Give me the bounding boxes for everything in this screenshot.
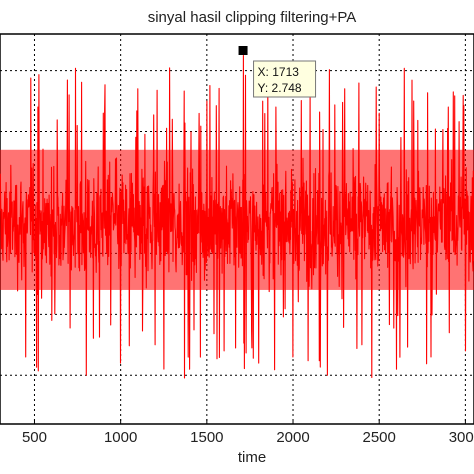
data-tip[interactable]: X: 1713 Y: 2.748 [238,46,317,98]
data-tip-box [253,60,317,98]
data-tip-y-label: Y: 2.748 [258,81,302,95]
signal-core-band [0,149,474,290]
x-tick-label: 2000 [276,429,309,446]
x-tick-label: 1000 [104,429,137,446]
x-tick-label: 3000 [449,429,474,446]
x-axis-label: time [238,449,266,466]
chart-title: sinyal hasil clipping filtering+PA [148,9,357,26]
data-tip-marker[interactable] [238,46,248,55]
x-axis-ticks: 500 1000 1500 2000 2500 3000 [22,419,474,446]
data-tip-x-label: X: 1713 [258,65,300,79]
x-tick-label: 500 [22,429,47,446]
x-tick-label: 2500 [363,429,396,446]
x-tick-label: 1500 [190,429,223,446]
plot-area [0,33,474,425]
